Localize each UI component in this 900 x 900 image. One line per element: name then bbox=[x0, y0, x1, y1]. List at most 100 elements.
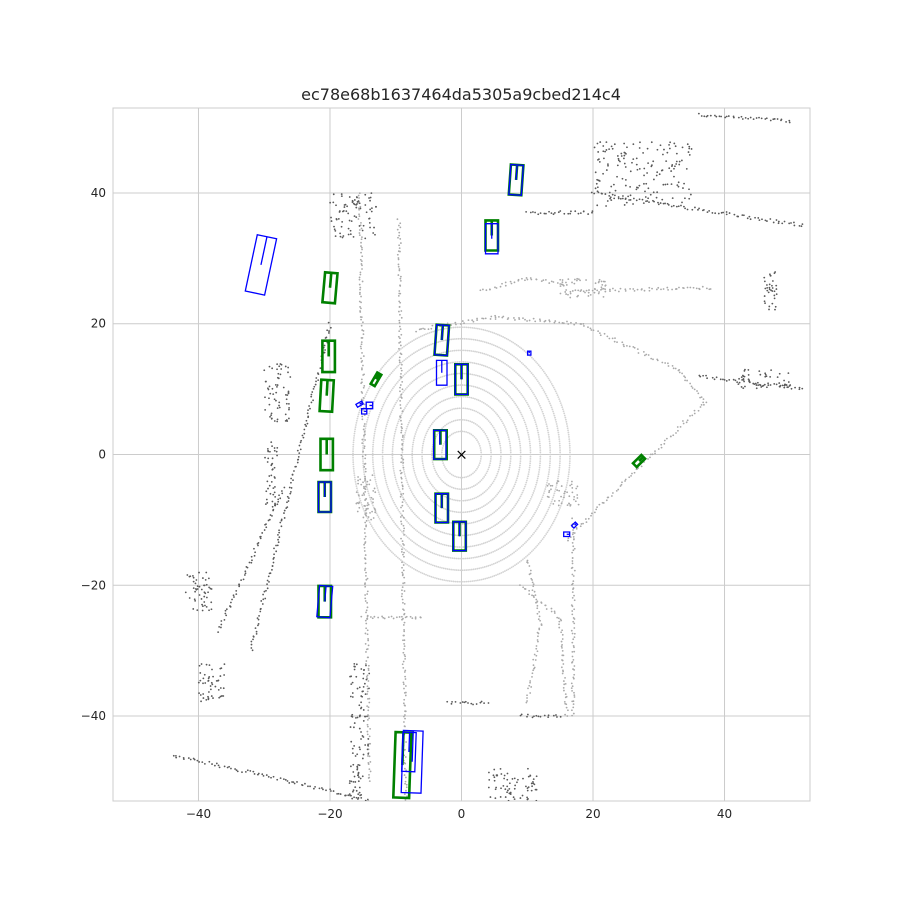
lidar-point bbox=[793, 224, 796, 227]
lidar-point bbox=[513, 798, 516, 801]
lidar-point bbox=[517, 471, 520, 473]
lidar-point bbox=[505, 363, 508, 366]
lidar-point bbox=[204, 592, 207, 595]
lidar-point bbox=[400, 537, 402, 540]
lidar-point bbox=[533, 488, 536, 490]
lidar-point bbox=[429, 424, 432, 427]
lidar-point bbox=[363, 430, 366, 433]
lidar-point bbox=[610, 495, 613, 497]
lidar-point bbox=[643, 182, 645, 185]
lidar-point bbox=[275, 391, 278, 394]
lidar-point bbox=[484, 402, 487, 405]
lidar-point bbox=[613, 143, 616, 146]
lidar-point bbox=[613, 340, 616, 343]
lidar-point bbox=[364, 715, 367, 718]
lidar-point bbox=[440, 400, 443, 403]
lidar-point bbox=[364, 632, 367, 635]
lidar-point bbox=[404, 549, 407, 551]
lidar-point bbox=[566, 320, 568, 323]
lidar-point bbox=[381, 446, 384, 449]
lidar-point bbox=[508, 782, 511, 785]
lidar-point bbox=[645, 353, 648, 356]
lidar-point bbox=[276, 418, 279, 421]
lidar-point bbox=[402, 651, 405, 654]
lidar-point bbox=[411, 510, 414, 513]
lidar-point bbox=[557, 433, 560, 436]
lidar-point bbox=[358, 208, 360, 211]
predicted-box bbox=[454, 363, 469, 396]
lidar-point bbox=[352, 235, 355, 238]
lidar-point bbox=[400, 353, 403, 356]
lidar-point bbox=[660, 169, 663, 172]
lidar-point bbox=[474, 397, 476, 400]
lidar-point bbox=[404, 780, 407, 783]
lidar-point bbox=[379, 519, 382, 522]
lidar-point bbox=[358, 192, 361, 195]
lidar-point bbox=[608, 337, 611, 340]
lidar-point bbox=[364, 597, 367, 600]
lidar-point bbox=[469, 568, 471, 571]
lidar-point bbox=[493, 496, 496, 499]
lidar-point bbox=[371, 459, 374, 461]
lidar-point bbox=[471, 409, 474, 411]
lidar-point bbox=[568, 446, 571, 449]
lidar-point bbox=[555, 484, 558, 486]
lidar-point bbox=[370, 207, 373, 210]
lidar-point bbox=[632, 197, 635, 200]
lidar-point bbox=[624, 184, 627, 187]
lidar-point bbox=[368, 735, 371, 738]
lidar-point bbox=[531, 675, 533, 678]
lidar-point bbox=[475, 532, 477, 535]
lidar-point bbox=[330, 220, 333, 222]
lidar-point bbox=[427, 382, 430, 385]
lidar-point bbox=[715, 115, 718, 118]
lidar-point bbox=[422, 534, 425, 537]
lidar-point bbox=[539, 406, 542, 409]
lidar-point bbox=[271, 505, 274, 508]
lidar-point bbox=[273, 466, 276, 469]
lidar-point bbox=[372, 467, 375, 470]
lidar-point bbox=[403, 613, 405, 616]
lidar-point bbox=[314, 383, 317, 386]
lidar-point bbox=[332, 193, 335, 196]
lidar-point bbox=[409, 354, 412, 357]
lidar-point bbox=[217, 679, 220, 682]
lidar-point bbox=[426, 549, 429, 552]
lidar-point bbox=[458, 407, 461, 410]
lidar-point bbox=[743, 380, 746, 383]
lidar-point bbox=[467, 338, 469, 340]
lidar-point bbox=[494, 510, 497, 512]
lidar-point bbox=[534, 594, 537, 597]
lidar-point bbox=[513, 317, 515, 319]
lidar-point bbox=[259, 537, 262, 540]
lidar-point bbox=[529, 455, 532, 458]
lidar-point bbox=[353, 722, 356, 724]
lidar-point bbox=[536, 612, 539, 615]
lidar-point bbox=[455, 569, 458, 571]
lidar-point bbox=[598, 161, 601, 163]
lidar-point bbox=[404, 500, 406, 502]
lidar-point bbox=[201, 609, 204, 612]
lidar-point bbox=[572, 538, 575, 541]
lidar-point bbox=[503, 424, 505, 426]
lidar-point bbox=[418, 328, 421, 331]
lidar-point bbox=[531, 716, 534, 719]
lidar-point bbox=[571, 591, 574, 593]
lidar-point bbox=[567, 293, 569, 296]
lidar-point bbox=[768, 283, 771, 286]
lidar-point bbox=[403, 721, 405, 723]
lidar-point bbox=[398, 342, 401, 344]
lidar-point bbox=[506, 791, 508, 794]
lidar-point bbox=[352, 465, 355, 468]
lidar-point bbox=[255, 630, 258, 633]
lidar-point bbox=[648, 201, 650, 204]
lidar-point bbox=[444, 508, 447, 511]
lidar-point bbox=[512, 523, 515, 526]
lidar-point bbox=[632, 203, 634, 205]
lidar-point bbox=[620, 155, 623, 157]
lidar-point bbox=[652, 178, 655, 181]
lidar-point bbox=[526, 697, 528, 699]
lidar-point bbox=[430, 343, 432, 346]
lidar-point bbox=[556, 716, 558, 718]
lidar-point bbox=[401, 438, 403, 441]
